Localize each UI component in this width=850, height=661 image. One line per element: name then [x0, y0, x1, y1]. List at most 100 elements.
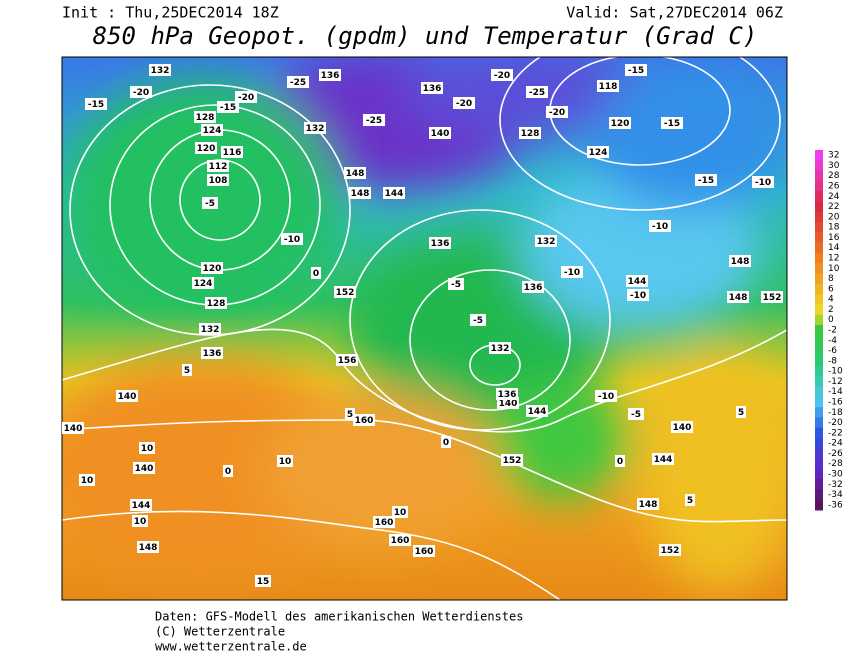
geopotential-label-box	[519, 127, 541, 139]
geopotential-label: 124	[203, 126, 222, 136]
geopotential-label-box	[526, 405, 548, 417]
geopotential-label-box	[201, 262, 223, 274]
temperature-label-box	[277, 455, 293, 467]
colorbar-cell	[815, 366, 823, 377]
geopotential-label-box	[334, 286, 356, 298]
geopotential-label: 136	[498, 390, 517, 400]
temperature-label: -20	[133, 88, 149, 98]
temperature-label: 5	[738, 408, 744, 418]
colorbar-cell	[815, 201, 823, 213]
temperature-label-box	[363, 114, 385, 126]
geopotential-label: 124	[589, 148, 608, 158]
colorbar-tick-label: -2	[828, 326, 837, 336]
colorbar-tick-label: 12	[828, 254, 839, 264]
map-frame	[61, 56, 788, 601]
temperature-label-box	[132, 515, 148, 527]
temperature-label-box	[448, 278, 464, 290]
website: www.wetterzentrale.de	[155, 640, 307, 654]
colorbar-tick-label: 4	[828, 295, 834, 305]
temperature-label-box	[79, 474, 95, 486]
colorbar-tick-label: 30	[828, 161, 840, 171]
geopotential-label-box	[522, 281, 544, 293]
geopotential-label-box	[727, 291, 749, 303]
geopotential-label: 132	[151, 66, 170, 76]
colorbar-tick-label: 2	[828, 305, 834, 315]
temperature-label-box	[470, 314, 486, 326]
geopotential-label: 140	[673, 423, 692, 433]
geopotential-label: 148	[639, 500, 658, 510]
temperature-label: -25	[366, 116, 382, 126]
geopotential-label-box	[597, 80, 619, 92]
geopotential-label: 140	[64, 424, 83, 434]
colorbar-cell	[815, 304, 823, 316]
colorbar-cell	[815, 180, 823, 192]
temperature-label-box	[561, 266, 583, 278]
temperature-label-box	[628, 408, 644, 420]
temperature-label-box	[392, 506, 408, 518]
geopotential-label-box	[429, 127, 451, 139]
geopotential-label-box	[201, 347, 223, 359]
colorbar-cell	[815, 386, 823, 398]
geopotential-label: 144	[528, 407, 547, 417]
geopotential-label: 132	[491, 344, 510, 354]
temperature-label-box	[625, 64, 647, 76]
geopotential-label: 118	[599, 82, 618, 92]
temperature-label-box	[287, 76, 309, 88]
geopotential-label: 160	[355, 416, 374, 426]
temperature-label: 0	[443, 438, 449, 448]
colorbar-cell	[815, 499, 823, 511]
temperature-label: -10	[652, 222, 668, 232]
geopotential-label: 136	[203, 349, 222, 359]
colorbar-cell	[815, 263, 823, 274]
colorbar-tick-label: -14	[828, 387, 843, 397]
geopotential-label-box	[207, 160, 229, 172]
colorbar-cell	[815, 355, 823, 367]
temperature-label: -25	[290, 78, 306, 88]
geopotential-label: 108	[209, 176, 228, 186]
geopotential-label-box	[349, 187, 371, 199]
geopotential-label: 120	[611, 119, 630, 129]
colorbar-tick-label: -30	[828, 470, 843, 480]
colorbar-cell	[815, 489, 823, 501]
geopotential-label-box	[130, 499, 152, 511]
geopotential-label: 140	[499, 399, 518, 409]
geopotential-label: 112	[209, 162, 228, 172]
geopotential-label: 128	[196, 113, 215, 123]
temperature-label-box	[752, 176, 774, 188]
geopotential-label: 148	[729, 293, 748, 303]
geopotential-label: 120	[203, 264, 222, 274]
temperature-label: -10	[284, 235, 300, 245]
colorbar-cell	[815, 448, 823, 460]
geopotential-label-box	[609, 117, 631, 129]
geopotential-label-box	[429, 237, 451, 249]
geopotential-label-box	[353, 414, 375, 426]
temperature-label: -20	[456, 99, 472, 109]
geopotential-label-box	[729, 255, 751, 267]
temperature-label: -5	[631, 410, 641, 420]
temperature-label: 5	[184, 366, 190, 376]
temperature-label: 5	[687, 496, 693, 506]
valid-time: Valid: Sat,27DEC2014 06Z	[566, 4, 783, 22]
colorbar-tick-label: 32	[828, 151, 839, 161]
colorbar-tick-label: -4	[828, 336, 837, 346]
geopotential-label: 144	[628, 277, 647, 287]
geopotential-label-box	[496, 388, 518, 400]
temperature-label: -15	[220, 103, 236, 113]
temperature-label-box	[202, 197, 218, 209]
geopotential-label-box	[201, 124, 223, 136]
geopotential-label: 144	[132, 501, 151, 511]
colorbar-tick-label: 0	[828, 315, 834, 325]
temperature-label-box	[695, 174, 717, 186]
geopotential-label-box	[207, 174, 229, 186]
temperature-label: -20	[494, 71, 510, 81]
temperature-label-box	[85, 98, 107, 110]
temperature-label: 10	[141, 444, 154, 454]
colorbar-cell	[815, 232, 823, 244]
colorbar-cell	[815, 242, 823, 254]
geopotential-label: 140	[135, 464, 154, 474]
colorbar-cell	[815, 407, 823, 418]
temperature-label: 10	[134, 517, 147, 527]
temperature-label-box	[441, 436, 451, 448]
colorbar-tick-label: -28	[828, 459, 843, 469]
colorbar-cell	[815, 417, 823, 429]
